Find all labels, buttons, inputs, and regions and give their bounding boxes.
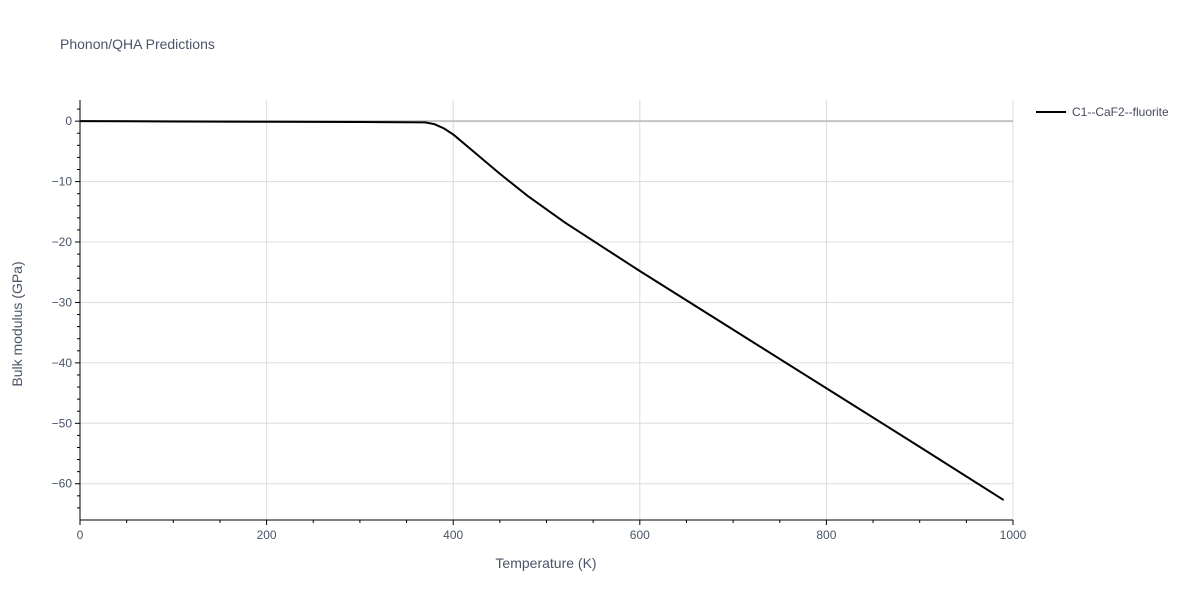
x-tick-label: 600 [630,528,650,542]
x-tick-label: 200 [257,528,277,542]
series-line [79,120,1005,501]
y-tick-label: 0 [65,114,72,128]
y-tick-label: −50 [52,416,73,430]
chart-title: Phonon/QHA Predictions [60,36,215,52]
y-tick-label: −40 [52,356,73,370]
x-tick-label: 400 [443,528,463,542]
x-tick-label: 1000 [1000,528,1027,542]
x-tick-label: 800 [816,528,836,542]
legend-swatch [1036,111,1066,113]
y-tick-label: −20 [52,235,73,249]
y-tick-label: −60 [52,477,73,491]
x-axis-label: Temperature (K) [495,555,596,571]
legend: C1--CaF2--fluorite [1036,105,1169,119]
y-axis-label: Bulk modulus (GPa) [9,261,25,386]
y-tick-label: −30 [52,295,73,309]
x-tick-label: 0 [77,528,84,542]
y-tick-label: −10 [52,175,73,189]
legend-label: C1--CaF2--fluorite [1072,105,1169,119]
